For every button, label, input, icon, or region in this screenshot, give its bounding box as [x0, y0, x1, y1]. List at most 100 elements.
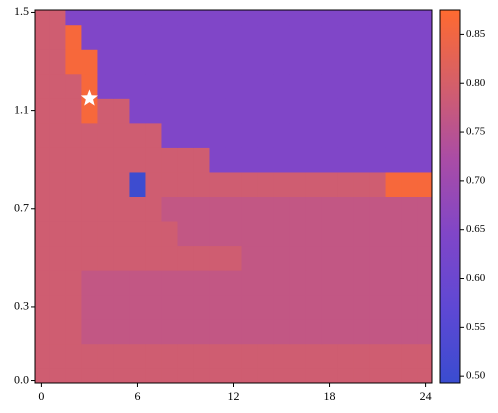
heat-cell — [49, 49, 66, 75]
heat-cell — [145, 98, 162, 124]
heat-cell — [35, 10, 50, 26]
heat-cell — [273, 171, 291, 197]
heat-cell — [353, 368, 371, 384]
heat-cell — [35, 294, 50, 320]
heat-cell — [353, 147, 371, 173]
heat-cell — [97, 49, 114, 75]
heat-cell — [321, 49, 339, 75]
heat-cell — [113, 24, 130, 50]
heat-cell — [337, 73, 355, 99]
heat-cell — [401, 319, 419, 345]
heat-cell — [385, 147, 403, 173]
heat-cell — [257, 171, 275, 197]
heat-cell — [321, 122, 339, 148]
heat-cell — [113, 98, 130, 124]
heat-cell — [321, 245, 339, 271]
heat-cell — [193, 122, 210, 148]
heat-cell — [193, 196, 210, 222]
heat-cell — [321, 319, 339, 345]
heat-cell — [369, 73, 387, 99]
heat-cell — [81, 343, 98, 369]
heat-cell — [273, 49, 291, 75]
heat-cell — [161, 49, 178, 75]
heat-cell — [353, 245, 371, 271]
colorbar-tick-label: 0.75 — [466, 126, 486, 138]
heat-cell — [257, 343, 275, 369]
heat-cell — [177, 10, 194, 26]
heat-cell — [81, 196, 98, 222]
heat-cell — [225, 319, 243, 345]
heat-cell — [289, 10, 307, 26]
heat-cell — [353, 24, 371, 50]
heat-cell — [177, 147, 194, 173]
colorbar — [439, 9, 461, 384]
heat-cell — [273, 368, 291, 384]
heat-cell — [193, 319, 210, 345]
heat-cell — [225, 171, 243, 197]
heat-cell — [241, 49, 259, 75]
heat-cell — [401, 368, 419, 384]
heat-cell — [337, 49, 355, 75]
heat-cell — [193, 10, 210, 26]
heat-cell — [193, 73, 210, 99]
heat-cell — [81, 270, 98, 296]
heat-cell — [289, 343, 307, 369]
heat-cell — [161, 270, 178, 296]
heat-cell — [241, 98, 259, 124]
heat-cell — [161, 24, 178, 50]
heat-cell — [145, 196, 162, 222]
heat-cell — [113, 73, 130, 99]
heat-cell — [81, 368, 98, 384]
heat-cell — [241, 73, 259, 99]
heat-cell — [35, 196, 50, 222]
heat-cell — [129, 10, 146, 26]
heat-cell — [193, 98, 210, 124]
heat-cell — [113, 147, 130, 173]
heat-cell — [353, 196, 371, 222]
heat-cell — [129, 196, 146, 222]
heat-cell — [113, 245, 130, 271]
heat-cell — [369, 294, 387, 320]
heat-cell — [145, 294, 162, 320]
y-tick-label: 0.3 — [14, 299, 29, 313]
heat-cell — [225, 196, 243, 222]
colorbar-tick-label: 0.55 — [466, 321, 486, 333]
heat-cell — [401, 24, 419, 50]
heat-cell — [385, 122, 403, 148]
heat-cell — [145, 245, 162, 271]
heat-cell — [401, 98, 419, 124]
heat-cell — [65, 24, 82, 50]
heat-cell — [273, 10, 291, 26]
heat-cell — [369, 343, 387, 369]
heat-cell — [177, 24, 194, 50]
heat-cell — [209, 196, 226, 222]
heat-cell — [385, 24, 403, 50]
heat-cell — [401, 270, 419, 296]
heat-cell — [49, 147, 66, 173]
heat-cell — [49, 294, 66, 320]
heat-cell — [97, 270, 114, 296]
heat-cell — [241, 24, 259, 50]
heat-cell — [417, 245, 433, 271]
heat-cell — [35, 343, 50, 369]
heat-cell — [273, 319, 291, 345]
heat-cell — [257, 294, 275, 320]
heat-cell — [385, 171, 403, 197]
heat-cell — [401, 147, 419, 173]
heat-cell — [337, 319, 355, 345]
heat-cell — [305, 147, 323, 173]
heat-cell — [289, 147, 307, 173]
heat-cell — [49, 122, 66, 148]
heat-cell — [177, 196, 194, 222]
heat-cell — [65, 196, 82, 222]
heat-cell — [385, 319, 403, 345]
y-tick-label: 1.5 — [14, 4, 29, 18]
heat-cell — [369, 147, 387, 173]
heat-cell — [337, 294, 355, 320]
heat-cell — [417, 294, 433, 320]
heat-cell — [161, 221, 178, 247]
heat-cell — [177, 294, 194, 320]
heat-cell — [369, 171, 387, 197]
heat-cell — [241, 319, 259, 345]
heat-cell — [353, 171, 371, 197]
